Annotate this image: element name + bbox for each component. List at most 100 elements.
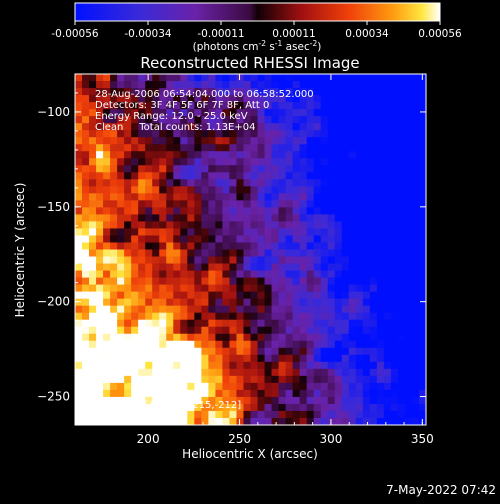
heatmap-cell <box>236 389 244 398</box>
heatmap-cell <box>292 368 301 377</box>
heatmap-cell <box>327 207 336 215</box>
heatmap-cell <box>418 151 426 159</box>
heatmap-cell <box>124 88 132 96</box>
heatmap-cell <box>334 305 343 314</box>
heatmap-cell <box>355 305 364 314</box>
heatmap-cell <box>194 116 202 124</box>
heatmap-cell <box>348 277 357 285</box>
heatmap-cell <box>166 361 174 370</box>
heatmap-cell <box>299 368 308 377</box>
heatmap-cell <box>215 361 223 370</box>
heatmap-cell <box>110 382 118 391</box>
heatmap-cell <box>320 165 329 173</box>
heatmap-cell <box>257 207 265 215</box>
heatmap-cell <box>369 305 378 314</box>
heatmap-cell <box>201 270 209 278</box>
heatmap-cell <box>243 284 251 293</box>
heatmap-cell <box>383 88 392 96</box>
heatmap-cell <box>243 277 251 285</box>
heatmap-cell <box>264 88 272 96</box>
heatmap-cell <box>103 81 111 89</box>
heatmap-cell <box>110 312 118 321</box>
heatmap-cell <box>341 200 350 208</box>
heatmap-cell <box>292 228 301 236</box>
heatmap-cell <box>124 312 132 321</box>
heatmap-cell <box>117 221 125 229</box>
heatmap-cell <box>348 291 357 300</box>
heatmap-cell <box>418 228 426 236</box>
heatmap-cell <box>327 326 336 335</box>
heatmap-cell <box>103 186 111 194</box>
heatmap-cell <box>117 368 125 377</box>
heatmap-cell <box>383 193 392 201</box>
heatmap-cell <box>110 270 118 278</box>
heatmap-cell <box>131 228 139 236</box>
heatmap-cell <box>117 347 125 356</box>
heatmap-cell <box>390 270 399 278</box>
heatmap-cell <box>166 95 174 103</box>
heatmap-cell <box>236 116 244 124</box>
heatmap-cell <box>257 172 265 180</box>
heatmap-cell <box>299 165 308 173</box>
heatmap-cell <box>131 333 139 342</box>
heatmap-cell <box>369 256 378 264</box>
heatmap-cell <box>166 305 174 314</box>
heatmap-cell <box>299 214 308 222</box>
heatmap-cell <box>103 102 111 110</box>
x-axis-label: Heliocentric X (arcsec) <box>182 447 318 461</box>
heatmap-cell <box>418 305 426 314</box>
heatmap-cell <box>327 172 336 180</box>
heatmap-cell <box>320 382 329 391</box>
heatmap-cell <box>110 417 118 425</box>
heatmap-cell <box>243 347 251 356</box>
heatmap-cell <box>131 249 139 257</box>
heatmap-cell <box>327 403 336 412</box>
heatmap-cell <box>397 186 406 194</box>
heatmap-cell <box>376 354 385 363</box>
heatmap-cell <box>180 319 188 328</box>
heatmap-cell <box>390 256 399 264</box>
heatmap-cell <box>110 172 118 180</box>
heatmap-cell <box>327 298 336 307</box>
heatmap-cell <box>390 116 399 124</box>
heatmap-cell <box>138 284 146 293</box>
heatmap-cell <box>285 179 294 187</box>
heatmap-cell <box>369 74 378 82</box>
heatmap-cell <box>418 130 426 138</box>
heatmap-cell <box>299 284 308 293</box>
heatmap-cell <box>404 137 413 145</box>
heatmap-cell <box>341 130 350 138</box>
heatmap-cell <box>411 242 420 250</box>
heatmap-cell <box>250 284 258 293</box>
heatmap-cell <box>299 228 308 236</box>
heatmap-cell <box>96 368 104 377</box>
heatmap-cell <box>236 298 244 307</box>
heatmap-cell <box>173 382 181 391</box>
heatmap-cell <box>285 410 294 419</box>
heatmap-cell <box>369 368 378 377</box>
heatmap-cell <box>152 354 160 363</box>
heatmap-cell <box>138 200 146 208</box>
heatmap-cell <box>152 179 160 187</box>
heatmap-cell <box>138 95 146 103</box>
heatmap-cell <box>355 382 364 391</box>
heatmap-cell <box>376 130 385 138</box>
heatmap-cell <box>299 123 308 131</box>
heatmap-cell <box>166 326 174 335</box>
heatmap-cell <box>411 130 420 138</box>
heatmap-cell <box>194 221 202 229</box>
heatmap-cell <box>236 123 244 131</box>
heatmap-cell <box>285 137 294 145</box>
heatmap-cell <box>369 186 378 194</box>
heatmap-cell <box>131 235 139 243</box>
heatmap-cell <box>341 109 350 117</box>
heatmap-cell <box>397 326 406 335</box>
heatmap-cell <box>362 389 371 398</box>
heatmap-cell <box>75 249 83 257</box>
heatmap-cell <box>397 193 406 201</box>
heatmap-cell <box>390 102 399 110</box>
heatmap-cell <box>355 270 364 278</box>
heatmap-cell <box>173 291 181 300</box>
heatmap-cell <box>341 319 350 328</box>
heatmap-cell <box>117 340 125 349</box>
